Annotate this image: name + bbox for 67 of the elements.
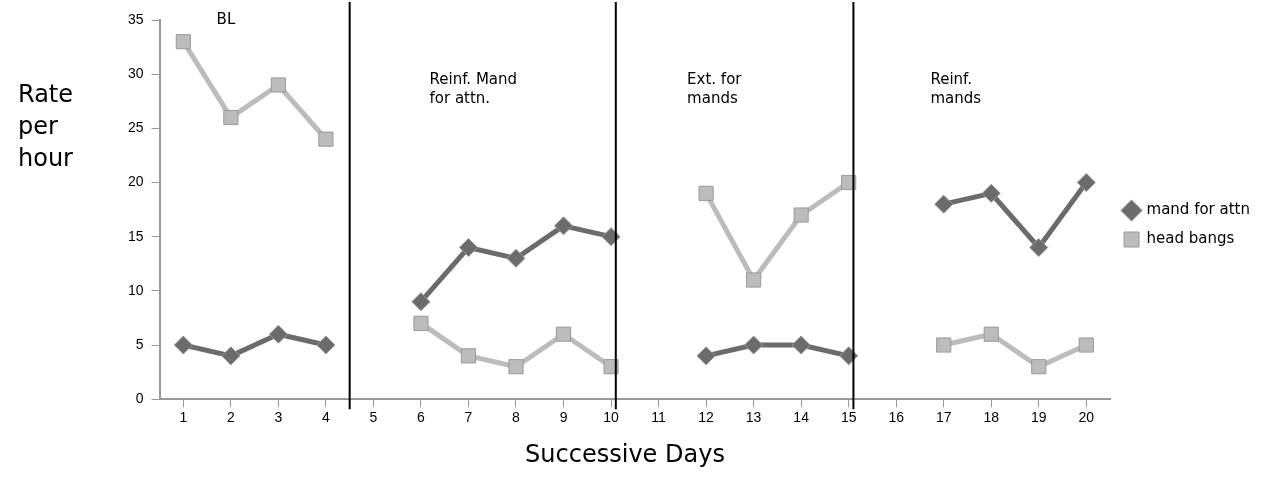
x-tick-label: 6	[417, 409, 426, 426]
point	[411, 292, 431, 312]
point	[1076, 173, 1096, 193]
point	[460, 348, 477, 364]
point	[1029, 238, 1049, 258]
point	[601, 227, 621, 247]
x-tick-label: 12	[698, 409, 715, 426]
point	[270, 77, 286, 93]
point	[221, 346, 241, 366]
annotation: Reinf. mands	[930, 69, 982, 107]
x-tick-label: 7	[464, 409, 473, 426]
point	[746, 272, 762, 288]
x-tick-label: 4	[322, 409, 331, 426]
x-tick-label: 14	[793, 409, 810, 426]
point	[554, 216, 574, 236]
point	[1031, 359, 1047, 375]
y-axis-title: Rate per hour	[18, 79, 75, 174]
y-tick-label: 5	[135, 335, 144, 352]
legend-label: mand for attn	[1146, 200, 1251, 219]
annotation: BL	[216, 9, 236, 28]
y-tick-label: 30	[127, 65, 144, 82]
point	[1078, 337, 1094, 353]
x-tick-label: 5	[369, 409, 378, 426]
point	[936, 337, 952, 353]
point	[508, 359, 524, 375]
x-tick-label: 18	[983, 409, 1000, 426]
point	[983, 326, 999, 342]
annotation: Ext. for mands	[687, 69, 743, 107]
y-tick-label: 0	[135, 390, 144, 407]
x-axis-title: Successive Days	[524, 440, 726, 468]
x-tick-label: 15	[840, 409, 857, 426]
point	[223, 109, 239, 126]
y-tick-label: 20	[127, 173, 144, 190]
point	[413, 315, 429, 331]
x-tick-label: 13	[745, 409, 762, 426]
x-tick-label: 2	[226, 409, 235, 426]
point	[268, 324, 288, 344]
point	[696, 346, 716, 366]
x-tick-label: 1	[179, 409, 188, 426]
x-tick-label: 10	[603, 409, 620, 426]
x-tick-label: 17	[935, 409, 952, 426]
point	[981, 183, 1001, 203]
point	[744, 335, 764, 355]
x-tick-label: 9	[559, 409, 568, 426]
x-tick-label: 20	[1078, 409, 1095, 426]
point	[173, 335, 193, 355]
y-tick-label: 35	[127, 10, 144, 27]
x-tick-label: 11	[651, 409, 667, 426]
point	[934, 194, 954, 214]
x-tick-label: 19	[1030, 409, 1047, 426]
point	[458, 238, 478, 258]
point	[698, 185, 714, 201]
point	[318, 131, 334, 147]
y-tick-label: 15	[127, 227, 144, 244]
x-tick-label: 8	[512, 409, 521, 426]
y-tick-label: 25	[127, 119, 144, 136]
legend-label: head bangs	[1146, 229, 1235, 248]
point	[555, 326, 572, 342]
annotation: Reinf. Mand for attn.	[429, 69, 518, 107]
point	[791, 335, 811, 355]
x-tick-label: 16	[888, 409, 905, 426]
point	[506, 248, 526, 268]
x-tick-label: 3	[274, 409, 283, 426]
point	[316, 335, 336, 355]
point	[175, 34, 191, 50]
point	[793, 207, 809, 223]
y-tick-label: 10	[127, 281, 144, 298]
